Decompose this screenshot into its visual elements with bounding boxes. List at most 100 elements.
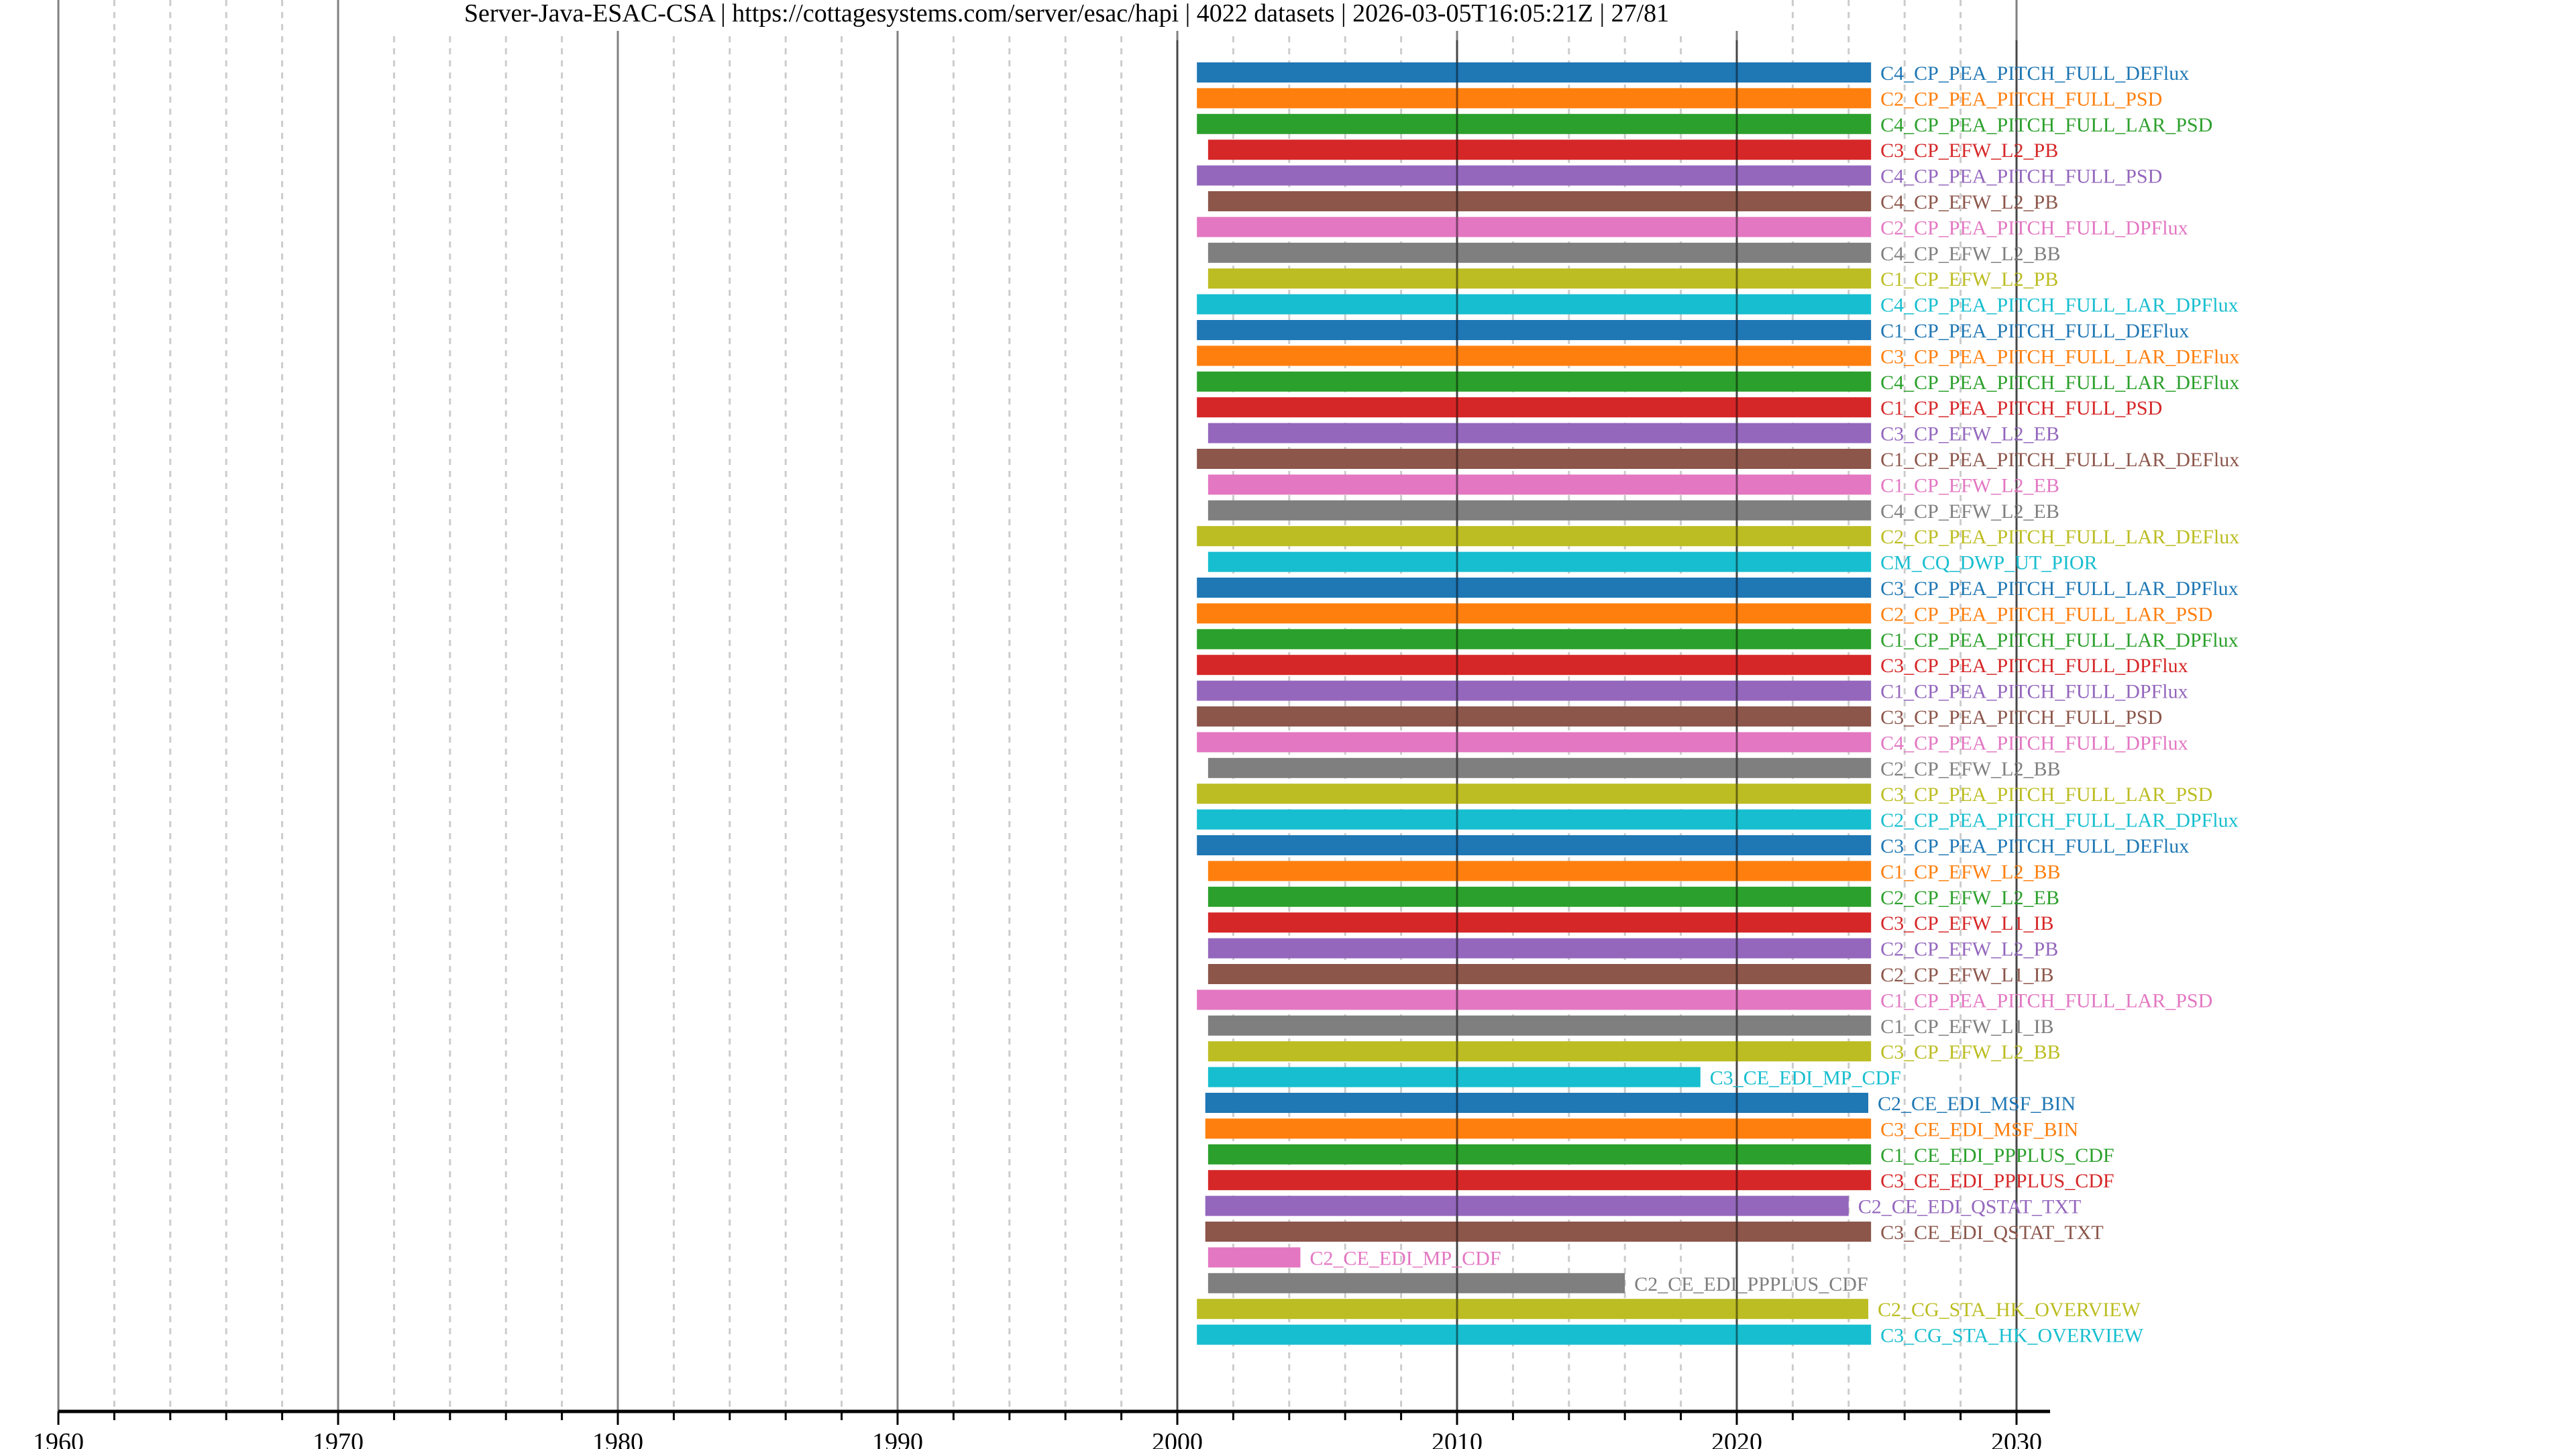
bar [1208,1170,1872,1191]
bar-label: C1_CP_EFW_L2_PB [1880,268,2058,290]
bar-label: C2_CG_STA_HK_OVERVIEW [1878,1299,2141,1321]
bar-label: C2_CP_EFW_L2_PB [1880,938,2058,961]
bar-label: C2_CP_PEA_PITCH_FULL_LAR_DPFlux [1880,810,2238,832]
bar-label: C4_CP_PEA_PITCH_FULL_PSD [1880,166,2162,188]
bar-label: C3_CP_PEA_PITCH_FULL_LAR_DPFlux [1880,578,2238,600]
bar [1197,397,1872,418]
bar-label: C2_CP_PEA_PITCH_FULL_LAR_DEFlux [1880,526,2239,548]
bar [1197,165,1872,186]
bar [1208,938,1872,959]
bar-label: C2_CE_EDI_MSF_BIN [1878,1093,2076,1115]
bar-label: C4_CP_PEA_PITCH_FULL_LAR_PSD [1880,114,2212,136]
bar [1205,1222,1872,1242]
bar-label: C1_CP_EFW_L1_IB [1880,1016,2053,1038]
bar-label: C3_CG_STA_HK_OVERVIEW [1880,1325,2144,1347]
bar-label: C2_CP_EFW_L2_EB [1880,887,2059,909]
bar [1208,861,1872,881]
bar [1208,1247,1301,1268]
bar-label: CM_CQ_DWP_UT_PIOR [1880,552,2097,574]
bar [1208,886,1872,907]
chart-title: Server-Java-ESAC-CSA | https://cottagesy… [464,0,1669,28]
bar [1197,603,1872,624]
bar-label: C3_CE_EDI_MP_CDF [1710,1067,1901,1089]
bar [1197,835,1872,855]
bar [1208,1041,1872,1062]
bar [1197,294,1872,315]
bar [1208,964,1872,984]
bar-label: C1_CP_PEA_PITCH_FULL_DEFlux [1880,320,2189,342]
x-axis: 1960 1970 1980 1990 2000 2010 2020 2030 [33,1409,2051,1449]
bar-label: C4_CP_PEA_PITCH_FULL_DEFlux [1880,62,2189,85]
bar [1208,1273,1625,1293]
bar [1197,706,1872,727]
bar [1208,140,1872,160]
bar [1208,912,1872,933]
bar-label: C3_CP_PEA_PITCH_FULL_PSD [1880,706,2162,729]
bar-label: C3_CP_PEA_PITCH_FULL_DEFlux [1880,835,2189,857]
bar-label: C4_CP_PEA_PITCH_FULL_LAR_DPFlux [1880,294,2238,317]
x-tick-label: 2030 [1991,1428,2042,1449]
bar-label: C1_CE_EDI_PPPLUS_CDF [1880,1144,2114,1167]
bar-label: C2_CP_PEA_PITCH_FULL_DPFlux [1880,217,2188,239]
bar-labels: C4_CP_PEA_PITCH_FULL_DEFlux C2_CP_PEA_PIT… [1309,62,2239,1347]
bar [1208,1015,1872,1036]
x-tick-label: 2000 [1152,1428,1203,1449]
bar [1205,1118,1872,1139]
bar [1197,578,1872,598]
x-tick-label: 1970 [313,1428,364,1449]
x-tick-label: 1960 [33,1428,84,1449]
bar-label: C2_CP_EFW_L1_IB [1880,964,2053,986]
bar-label: C4_CP_PEA_PITCH_FULL_LAR_DEFlux [1880,372,2239,394]
bar-label: C2_CP_PEA_PITCH_FULL_LAR_PSD [1880,603,2212,625]
bar [1208,423,1872,443]
bar [1197,371,1872,392]
bar-label: C3_CP_PEA_PITCH_FULL_LAR_DEFlux [1880,345,2239,368]
bar-label: C3_CE_EDI_MSF_BIN [1880,1118,2078,1140]
bar-label: C3_CP_PEA_PITCH_FULL_DPFlux [1880,655,2188,677]
bar [1208,757,1872,778]
bar [1197,655,1872,676]
bar-label: C2_CE_EDI_PPPLUS_CDF [1634,1273,1868,1295]
bars [1176,40,2018,1411]
bar-label: C3_CP_EFW_L2_PB [1880,140,2058,162]
x-tick-label: 1980 [592,1428,643,1449]
bar [1208,500,1872,521]
bar [1197,629,1872,649]
bar-label: C4_CP_EFW_L2_PB [1880,191,2058,213]
bar [1197,345,1872,366]
bar-label: C4_CP_EFW_L2_EB [1880,500,2059,523]
bar [1208,268,1872,289]
bar-label: C4_CP_EFW_L2_BB [1880,243,2060,265]
bar [1197,1299,1868,1320]
bar [1197,526,1872,547]
bar [1197,1324,1872,1345]
x-tick-label: 2020 [1711,1428,1762,1449]
bar-label: C2_CE_EDI_MP_CDF [1309,1247,1501,1269]
bar-label: C1_CP_PEA_PITCH_FULL_LAR_PSD [1880,989,2212,1012]
bar [1205,1195,1849,1216]
title-background [376,0,1758,31]
bar-label: C1_CP_PEA_PITCH_FULL_PSD [1880,397,2162,419]
bar [1208,474,1872,495]
x-tick-label: 1990 [872,1428,923,1449]
bar [1197,320,1872,340]
bar [1197,989,1872,1010]
bar [1197,732,1872,753]
bar-label: C3_CE_EDI_PPPLUS_CDF [1880,1170,2114,1192]
bar-label: C1_CP_EFW_L2_EB [1880,474,2059,496]
bar-label: C3_CP_EFW_L2_EB [1880,423,2059,445]
bar-label: C3_CE_EDI_QSTAT_TXT [1880,1222,2104,1244]
bar-label: C3_CP_PEA_PITCH_FULL_LAR_PSD [1880,784,2212,806]
bar-label: C3_CP_EFW_L1_IB [1880,912,2053,934]
bar-label: C2_CE_EDI_QSTAT_TXT [1858,1196,2082,1218]
bar [1197,113,1872,134]
bar-label: C2_CP_EFW_L2_BB [1880,758,2060,780]
bar [1197,809,1872,830]
bar [1208,551,1872,572]
bar [1197,449,1872,469]
bar-label: C1_CP_PEA_PITCH_FULL_LAR_DPFlux [1880,629,2238,651]
bar [1208,1067,1701,1087]
bar [1197,217,1872,237]
bar [1208,191,1872,211]
